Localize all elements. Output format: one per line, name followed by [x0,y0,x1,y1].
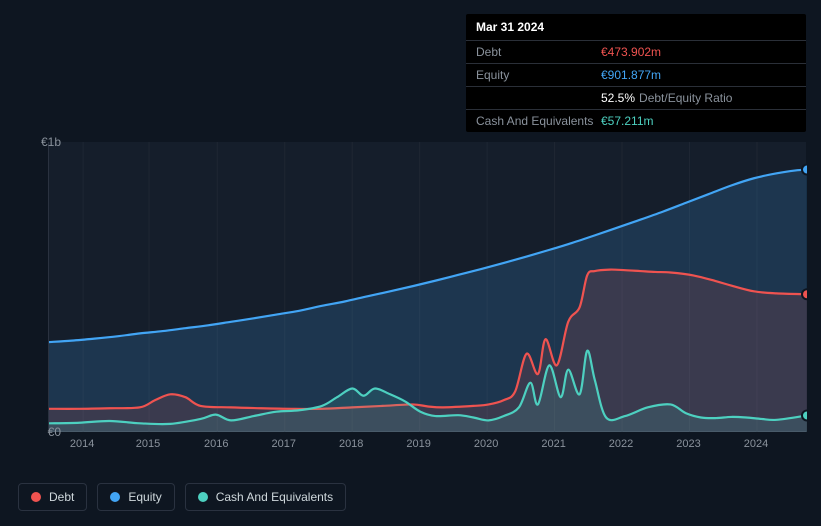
legend-label: Debt [49,490,74,504]
tooltip-value-suffix: Debt/Equity Ratio [639,91,732,105]
legend-label: Equity [128,490,161,504]
x-axis-tick: 2020 [474,438,498,450]
financial-chart: €1b €0 201420152016201720182019202020212… [18,118,808,463]
legend-label: Cash And Equivalents [216,490,333,504]
tooltip-row: Debt€473.902m [466,41,806,64]
x-axis-tick: 2024 [744,438,768,450]
legend-item-equity[interactable]: Equity [97,483,174,511]
tooltip-label [476,91,601,105]
tooltip-row: 52.5%Debt/Equity Ratio [466,87,806,110]
legend-item-debt[interactable]: Debt [18,483,87,511]
chart-tooltip: Mar 31 2024 Debt€473.902mEquity€901.877m… [466,14,806,132]
x-axis-tick: 2023 [676,438,700,450]
x-axis-tick: 2017 [271,438,295,450]
x-axis: 2014 2015 2016 2017 2018 2019 2020 2021 2022 2023… [48,438,806,458]
legend-dot [198,492,208,502]
legend-dot [110,492,120,502]
x-axis-tick: 2015 [136,438,160,450]
tooltip-date: Mar 31 2024 [466,14,806,41]
chart-legend: Debt Equity Cash And Equivalents [18,483,346,511]
y-axis-label-top: €1b [31,135,61,149]
plot-area[interactable]: €1b €0 [48,142,806,432]
x-axis-tick: 2019 [406,438,430,450]
tooltip-value: €473.902m [601,45,661,59]
x-axis-tick: 2014 [70,438,94,450]
tooltip-label: Debt [476,45,601,59]
tooltip-value: 52.5%Debt/Equity Ratio [601,91,732,105]
x-axis-tick: 2018 [339,438,363,450]
tooltip-row: Equity€901.877m [466,64,806,87]
tooltip-value: €901.877m [601,68,661,82]
x-axis-tick: 2022 [609,438,633,450]
x-axis-tick: 2016 [204,438,228,450]
x-axis-tick: 2021 [541,438,565,450]
legend-item-cash-and-equivalents[interactable]: Cash And Equivalents [185,483,346,511]
legend-dot [31,492,41,502]
y-axis-label-bottom: €0 [31,425,61,439]
tooltip-label: Equity [476,68,601,82]
